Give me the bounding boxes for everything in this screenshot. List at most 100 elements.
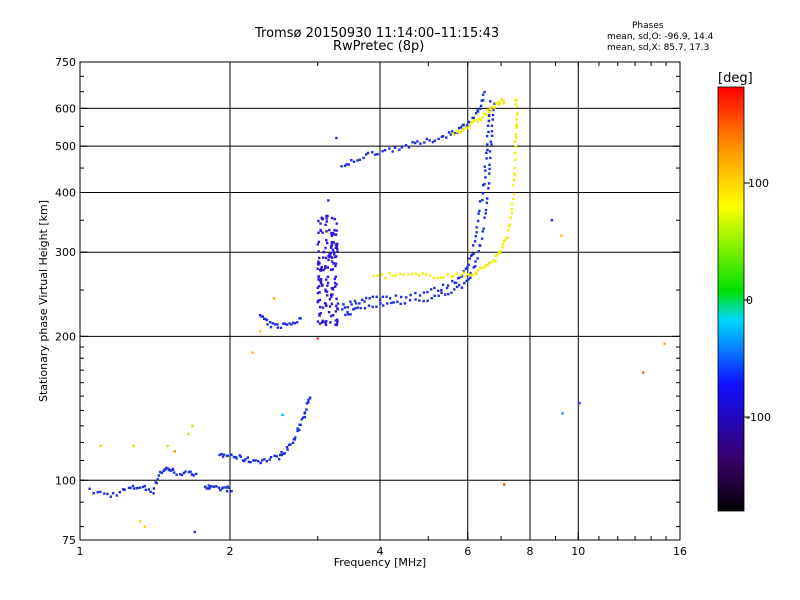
spread-f-point <box>325 214 328 218</box>
isolated-point <box>281 413 284 417</box>
trace-point <box>414 291 417 295</box>
trace-point <box>289 443 292 446</box>
spread-f-point <box>329 245 333 248</box>
trace-point <box>464 126 468 129</box>
trace-point <box>474 265 477 268</box>
trace-point <box>276 326 279 329</box>
trace-point <box>445 136 448 139</box>
trace-point <box>222 453 226 456</box>
trace-point <box>160 471 163 475</box>
isolated-point <box>99 444 102 448</box>
spread-f-point <box>317 240 321 244</box>
trace-point <box>144 488 147 492</box>
trace-point <box>510 202 514 205</box>
trace-point <box>514 158 517 161</box>
trace-point <box>515 123 519 126</box>
trace-point <box>354 307 357 310</box>
trace-point <box>380 273 383 276</box>
trace-point <box>483 182 486 186</box>
spread-f-point <box>333 233 336 236</box>
trace-point <box>204 485 207 488</box>
isolated-point <box>578 401 581 405</box>
trace-point <box>217 486 221 489</box>
phases-x-mode: mean, sd,X: 85.7, 17.3 <box>607 43 710 53</box>
trace-point <box>277 458 281 461</box>
trace-point <box>417 274 420 277</box>
spread-f-point <box>333 277 336 281</box>
trace-point <box>308 396 312 399</box>
trace-point <box>485 201 489 204</box>
phases-o-mode: mean, sd,O: -96.9, 14.4 <box>607 32 714 42</box>
trace-point <box>218 453 221 457</box>
trace-point <box>479 244 482 247</box>
trace-point <box>515 99 518 102</box>
trace-point <box>482 266 486 269</box>
spread-f-point <box>334 310 338 313</box>
trace-point <box>514 145 517 148</box>
spread-f-point <box>326 241 329 245</box>
trace-point <box>458 126 461 130</box>
trace-point <box>456 130 459 134</box>
trace-point <box>486 108 489 112</box>
trace-point <box>393 146 397 149</box>
trace-point <box>292 321 295 324</box>
isolated-point <box>327 199 330 202</box>
trace-point <box>226 485 229 488</box>
trace-point <box>422 299 425 303</box>
phase-colorbar <box>717 86 745 512</box>
trace-point <box>261 459 264 462</box>
trace-point <box>243 459 246 463</box>
trace-point <box>353 299 357 303</box>
trace-point <box>182 471 186 475</box>
trace-point <box>131 484 135 488</box>
trace-point <box>445 286 449 290</box>
trace-point <box>444 293 447 296</box>
spread-f-point <box>334 246 337 249</box>
trace-point <box>446 273 449 276</box>
trace-point <box>484 176 487 179</box>
spread-f-point <box>325 230 328 233</box>
trace-point <box>451 279 454 283</box>
trace-point <box>492 105 495 108</box>
trace-point <box>152 487 156 490</box>
trace-point <box>404 144 408 147</box>
trace-point <box>367 304 371 307</box>
spread-f-point <box>319 222 322 225</box>
trace-point <box>459 131 462 134</box>
trace-point <box>495 254 499 257</box>
trace-point <box>375 295 378 298</box>
trace-point <box>511 184 515 187</box>
trace-point <box>266 323 269 326</box>
y-axis-label: Stationary phase Virtual Height [km] <box>37 200 50 402</box>
trace-point <box>473 119 476 122</box>
trace-point <box>483 216 486 219</box>
x-axis-label: Frequency [MHz] <box>334 556 426 569</box>
trace-point <box>184 470 187 473</box>
trace-point <box>456 129 460 132</box>
trace-point <box>515 105 519 108</box>
trace-point <box>500 98 503 101</box>
trace-point <box>269 325 273 329</box>
trace-point <box>190 473 194 476</box>
trace-point <box>265 318 269 322</box>
trace-point <box>152 492 155 495</box>
x-tick-label: 4 <box>377 545 384 558</box>
isolated-point <box>251 351 254 354</box>
y-tick-label: 400 <box>55 186 76 199</box>
trace-point <box>481 115 484 119</box>
trace-point <box>469 272 472 275</box>
trace-point <box>296 427 299 430</box>
spread-f-point <box>316 262 320 265</box>
spread-f-point <box>317 278 320 281</box>
colorbar-tick-100: 100 <box>748 177 769 190</box>
trace-point <box>515 136 518 139</box>
trace-point <box>352 160 356 163</box>
trace-point <box>225 490 229 493</box>
trace-point <box>213 485 216 488</box>
spread-f-point <box>335 245 339 248</box>
trace-point <box>356 306 359 309</box>
trace-point <box>285 323 288 326</box>
trace-point <box>475 226 478 229</box>
trace-point <box>365 153 368 156</box>
trace-point <box>481 198 484 202</box>
